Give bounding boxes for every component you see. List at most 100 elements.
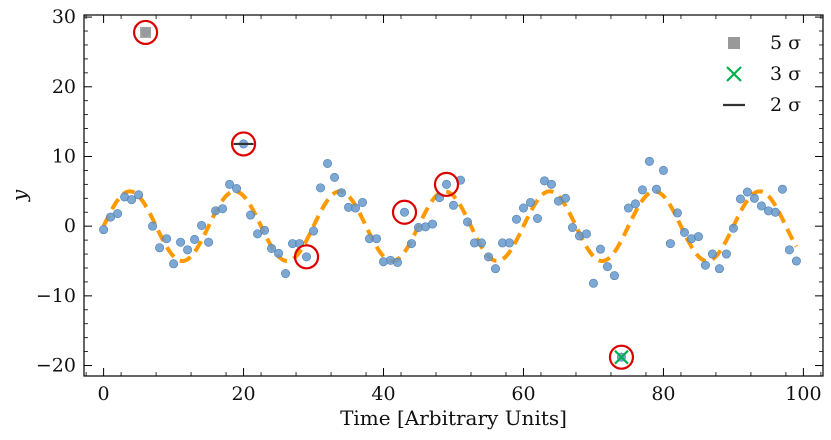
three-sigma-marker — [614, 349, 629, 365]
data-point — [770, 207, 780, 217]
data-point — [162, 234, 172, 244]
data-point — [351, 203, 361, 213]
x-tick-label: 20 — [231, 383, 255, 405]
axes-frame — [83, 14, 824, 377]
data-point — [637, 185, 647, 195]
data-point — [504, 238, 514, 248]
outlier-highlight-circle — [293, 244, 320, 270]
data-point — [148, 221, 158, 231]
data-point — [693, 232, 703, 242]
data-point — [658, 165, 668, 175]
data-point — [323, 158, 333, 168]
outlier-highlight-circle — [132, 19, 159, 46]
model-curve-group — [101, 189, 799, 264]
data-point — [462, 217, 472, 227]
data-point — [337, 188, 347, 198]
data-point — [476, 238, 486, 248]
data-point — [393, 257, 403, 267]
tick-labels-group: 0 20 40 60 80 100 −20 −10 0 10 20 30 — [36, 6, 822, 405]
data-point — [428, 219, 438, 229]
data-point — [260, 225, 270, 235]
data-point — [218, 204, 228, 214]
data-point — [707, 249, 717, 259]
data-point — [232, 184, 242, 194]
data-point — [442, 179, 452, 189]
ticks-group — [84, 15, 823, 376]
data-point — [665, 239, 675, 249]
legend: 5 σ 3 σ 2 σ — [723, 32, 801, 116]
data-point — [560, 193, 570, 203]
data-point — [197, 220, 207, 230]
y-tick-label: 0 — [64, 215, 76, 237]
legend-x-icon — [726, 66, 742, 82]
data-point — [246, 210, 256, 220]
data-point — [483, 252, 493, 262]
outlier-highlight-circle — [608, 344, 635, 370]
data-point — [567, 223, 577, 233]
data-point — [777, 184, 787, 194]
data-point — [204, 237, 214, 247]
outlier-highlight-circle — [391, 199, 418, 225]
legend-label: 5 σ — [770, 32, 801, 54]
data-point — [448, 200, 458, 210]
data-point — [372, 234, 382, 244]
data-point — [756, 201, 766, 211]
data-point — [400, 207, 410, 217]
x-tick-label: 80 — [651, 383, 675, 405]
data-point — [546, 179, 556, 189]
x-axis-label: Time [Arbitrary Units] — [340, 406, 567, 430]
sigma-markers-group — [132, 19, 635, 370]
data-point — [183, 245, 193, 255]
data-point — [176, 237, 186, 247]
outlier-highlight-circle — [433, 171, 460, 197]
data-point — [113, 209, 123, 219]
data-point — [735, 194, 745, 204]
data-point — [784, 245, 794, 255]
data-point — [630, 199, 640, 209]
y-tick-label: 30 — [52, 6, 76, 28]
data-point — [190, 234, 200, 244]
plot-frame — [83, 14, 824, 377]
data-point — [679, 227, 689, 237]
data-point — [588, 278, 598, 288]
data-point — [672, 208, 682, 218]
data-point — [623, 203, 633, 213]
data-point — [99, 225, 109, 235]
data-point — [700, 260, 710, 270]
x-tick-label: 0 — [98, 383, 110, 405]
data-point — [490, 264, 500, 274]
data-point — [358, 197, 368, 207]
data-point — [225, 179, 235, 189]
y-tick-label: −20 — [36, 355, 76, 377]
data-point — [728, 223, 738, 233]
data-point — [274, 248, 284, 258]
data-point — [595, 244, 605, 254]
data-point — [155, 243, 165, 253]
x-tick-label: 60 — [511, 383, 535, 405]
x-tick-label: 100 — [785, 383, 821, 405]
data-point — [407, 239, 417, 249]
model-curve — [101, 189, 799, 264]
data-point — [644, 156, 654, 166]
data-point — [791, 256, 801, 266]
data-point — [532, 213, 542, 223]
data-point — [518, 203, 528, 213]
legend-square-icon — [728, 37, 740, 49]
data-point — [330, 172, 340, 182]
data-point — [525, 197, 535, 207]
x-tick-label: 40 — [371, 383, 395, 405]
data-point — [714, 264, 724, 274]
data-point — [581, 229, 591, 239]
legend-label: 2 σ — [770, 94, 801, 116]
data-point — [651, 184, 661, 194]
y-tick-label: −10 — [36, 285, 76, 307]
y-tick-label: 20 — [52, 76, 76, 98]
data-point — [127, 195, 137, 205]
data-point — [169, 259, 179, 269]
data-point — [742, 187, 752, 197]
data-point — [134, 190, 144, 200]
data-point — [309, 226, 319, 236]
data-point — [267, 243, 277, 253]
data-point — [721, 249, 731, 259]
